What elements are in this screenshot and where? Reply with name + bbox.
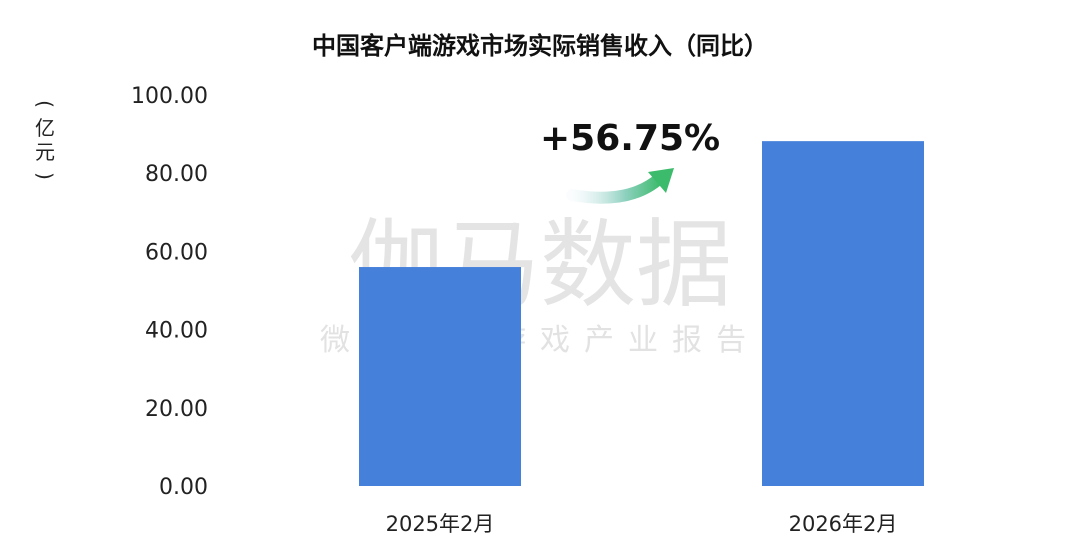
- y-tick-label: 100.00: [131, 84, 208, 109]
- y-axis-label: ( 亿 元 ): [30, 92, 60, 188]
- y-axis-label-char-2: 元: [35, 140, 55, 164]
- y-tick-label: 20.00: [145, 397, 208, 422]
- x-category-label: 2026年2月: [789, 512, 898, 536]
- y-tick-label: 80.00: [145, 162, 208, 187]
- y-tick-label: 60.00: [145, 240, 208, 265]
- y-tick-label: 0.00: [159, 475, 208, 500]
- growth-rate-label: +56.75%: [540, 118, 721, 159]
- y-tick-label: 40.00: [145, 319, 208, 344]
- growth-arrow-icon: [566, 168, 674, 204]
- x-category-label: 2025年2月: [386, 512, 495, 536]
- bar-1: [359, 267, 521, 486]
- chart-title: 中国客户端游戏市场实际销售收入（同比）: [312, 32, 768, 60]
- bar-2: [762, 141, 924, 486]
- y-axis-label-char-1: 亿: [35, 116, 55, 140]
